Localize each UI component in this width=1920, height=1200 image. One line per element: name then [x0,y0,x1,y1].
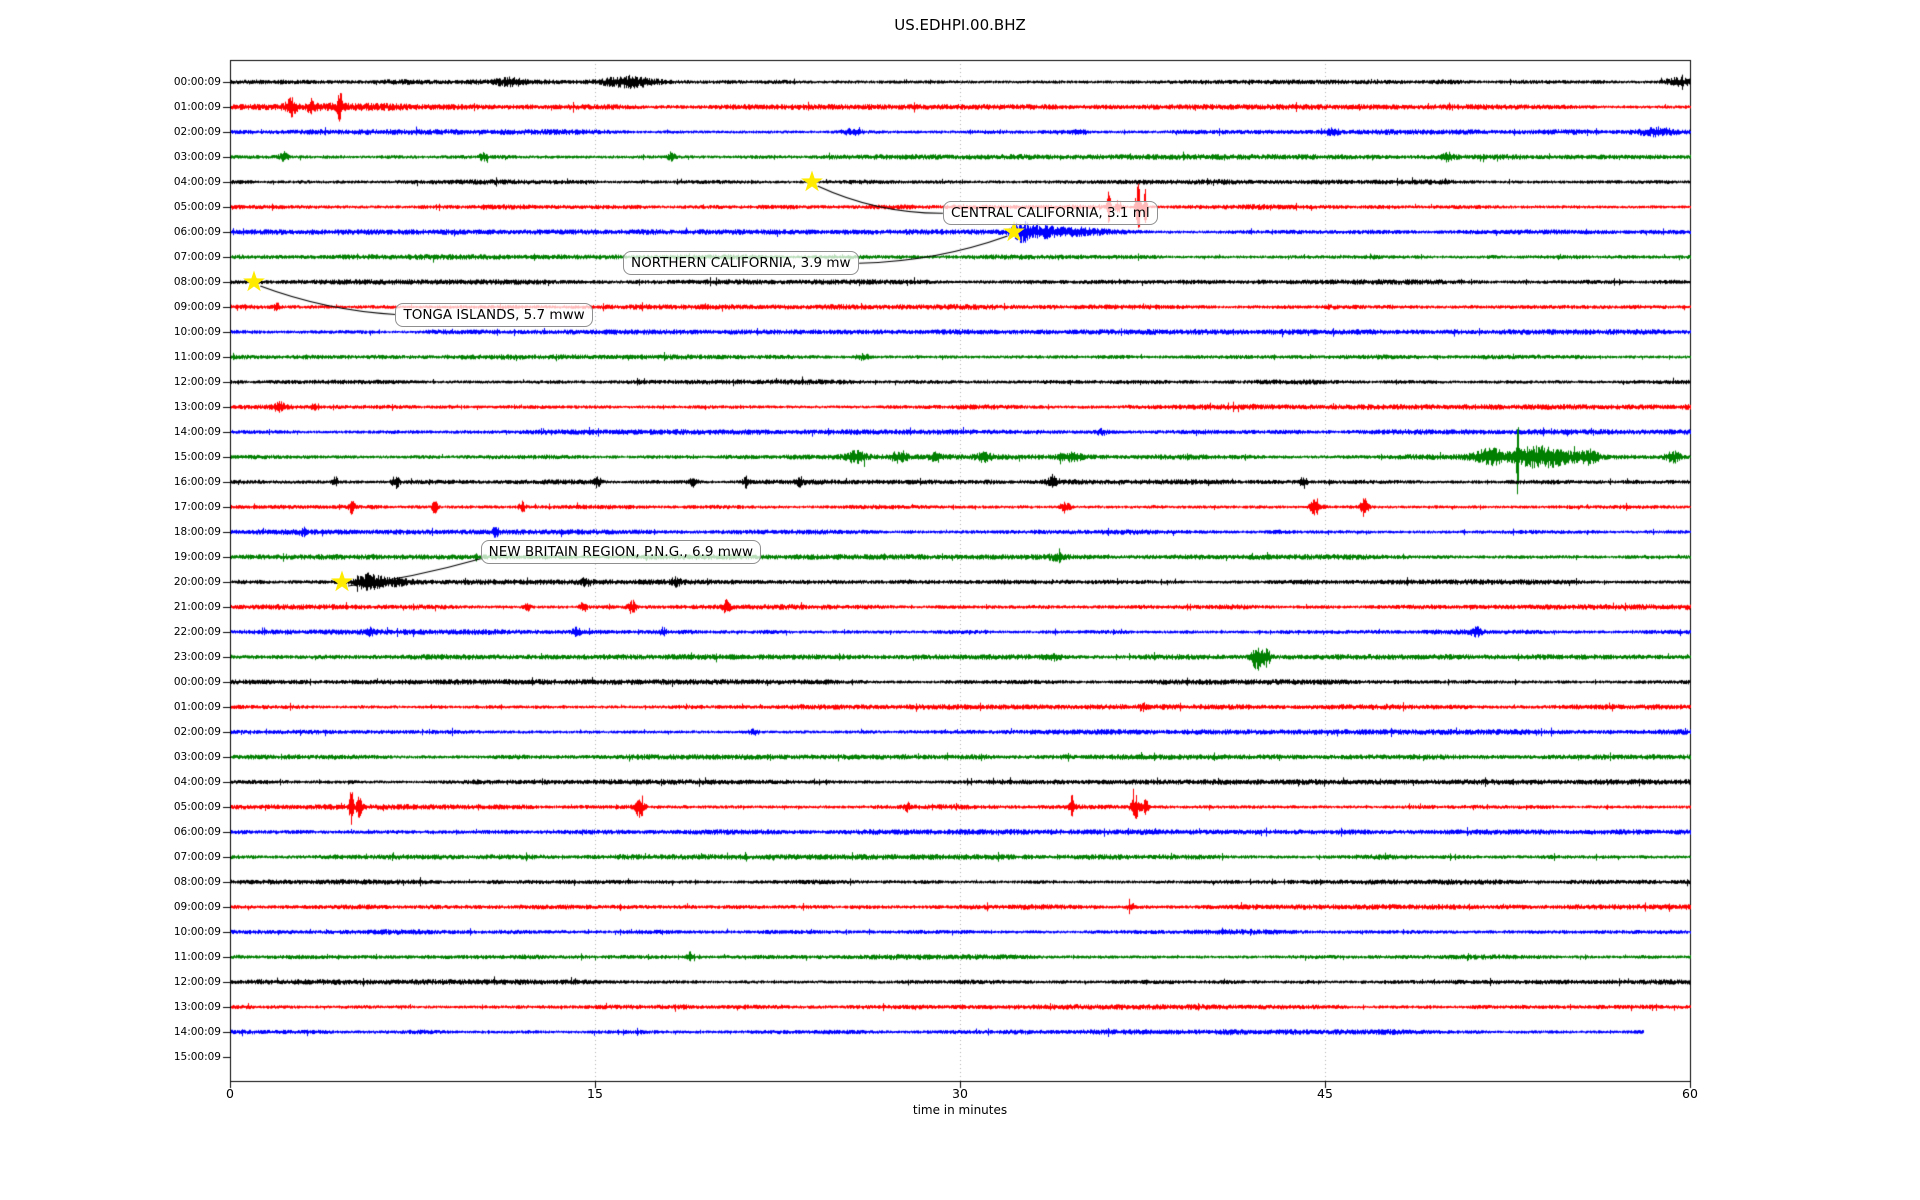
y-tick-label: 09:00:09 [173,301,221,313]
x-axis-label: time in minutes [912,1103,1008,1117]
y-tick-label: 20:00:09 [173,576,221,588]
y-tick-label: 17:00:09 [173,501,221,513]
y-tick-label: 02:00:09 [173,126,221,138]
event-annotation: CENTRAL CALIFORNIA, 3.1 ml [942,201,1158,226]
y-tick-label: 23:00:09 [173,651,221,663]
y-tick-label: 12:00:09 [173,376,221,388]
y-tick-label: 08:00:09 [173,876,221,888]
y-tick-label: 14:00:09 [173,426,221,438]
y-tick-label: 22:00:09 [173,626,221,638]
y-tick-label: 21:00:09 [173,601,221,613]
y-tick-label: 12:00:09 [173,976,221,988]
y-tick-label: 01:00:09 [173,701,221,713]
y-tick-label: 07:00:09 [173,251,221,263]
y-tick-label: 13:00:09 [173,401,221,413]
y-tick-label: 15:00:09 [173,451,221,463]
y-tick-label: 10:00:09 [173,926,221,938]
x-tick-label: 15 [587,1086,603,1101]
event-star-icon [243,270,266,292]
y-tick-label: 11:00:09 [173,951,221,963]
y-tick-label: 07:00:09 [173,851,221,863]
y-tick-label: 14:00:09 [173,1026,221,1038]
y-tick-label: 02:00:09 [173,726,221,738]
y-tick-label: 06:00:09 [173,826,221,838]
event-star-icon [800,170,823,192]
y-tick-label: 03:00:09 [173,751,221,763]
x-tick-label: 60 [1682,1086,1698,1101]
y-tick-label: 06:00:09 [173,226,221,238]
y-tick-label: 16:00:09 [173,476,221,488]
y-tick-label: 05:00:09 [173,801,221,813]
event-star-icon [331,570,353,592]
event-annotation: NEW BRITAIN REGION, P.N.G., 6.9 mww [480,540,762,564]
x-tick-label: 0 [226,1086,234,1101]
y-tick-label: 00:00:09 [173,676,221,688]
y-tick-label: 15:00:09 [173,1051,221,1063]
x-tick-label: 30 [952,1086,968,1101]
x-tick-label: 45 [1317,1086,1333,1101]
y-tick-label: 01:00:09 [173,101,221,113]
y-tick-label: 04:00:09 [173,776,221,788]
y-tick-label: 09:00:09 [173,901,221,913]
y-tick-label: 03:00:09 [173,151,221,163]
y-tick-label: 13:00:09 [173,1001,221,1013]
y-tick-label: 04:00:09 [173,176,221,188]
y-tick-label: 19:00:09 [173,551,221,563]
y-tick-label: 18:00:09 [173,526,221,538]
event-annotation: NORTHERN CALIFORNIA, 3.9 mw [622,251,859,276]
y-tick-label: 08:00:09 [173,276,221,288]
y-tick-label: 05:00:09 [173,201,221,213]
y-tick-label: 10:00:09 [173,326,221,338]
event-annotation: TONGA ISLANDS, 5.7 mww [395,302,593,327]
event-star-icon [1002,220,1025,242]
y-tick-label: 11:00:09 [173,351,221,363]
y-tick-label: 00:00:09 [173,76,221,88]
chart-title: US.EDHPI.00.BHZ [894,16,1026,34]
